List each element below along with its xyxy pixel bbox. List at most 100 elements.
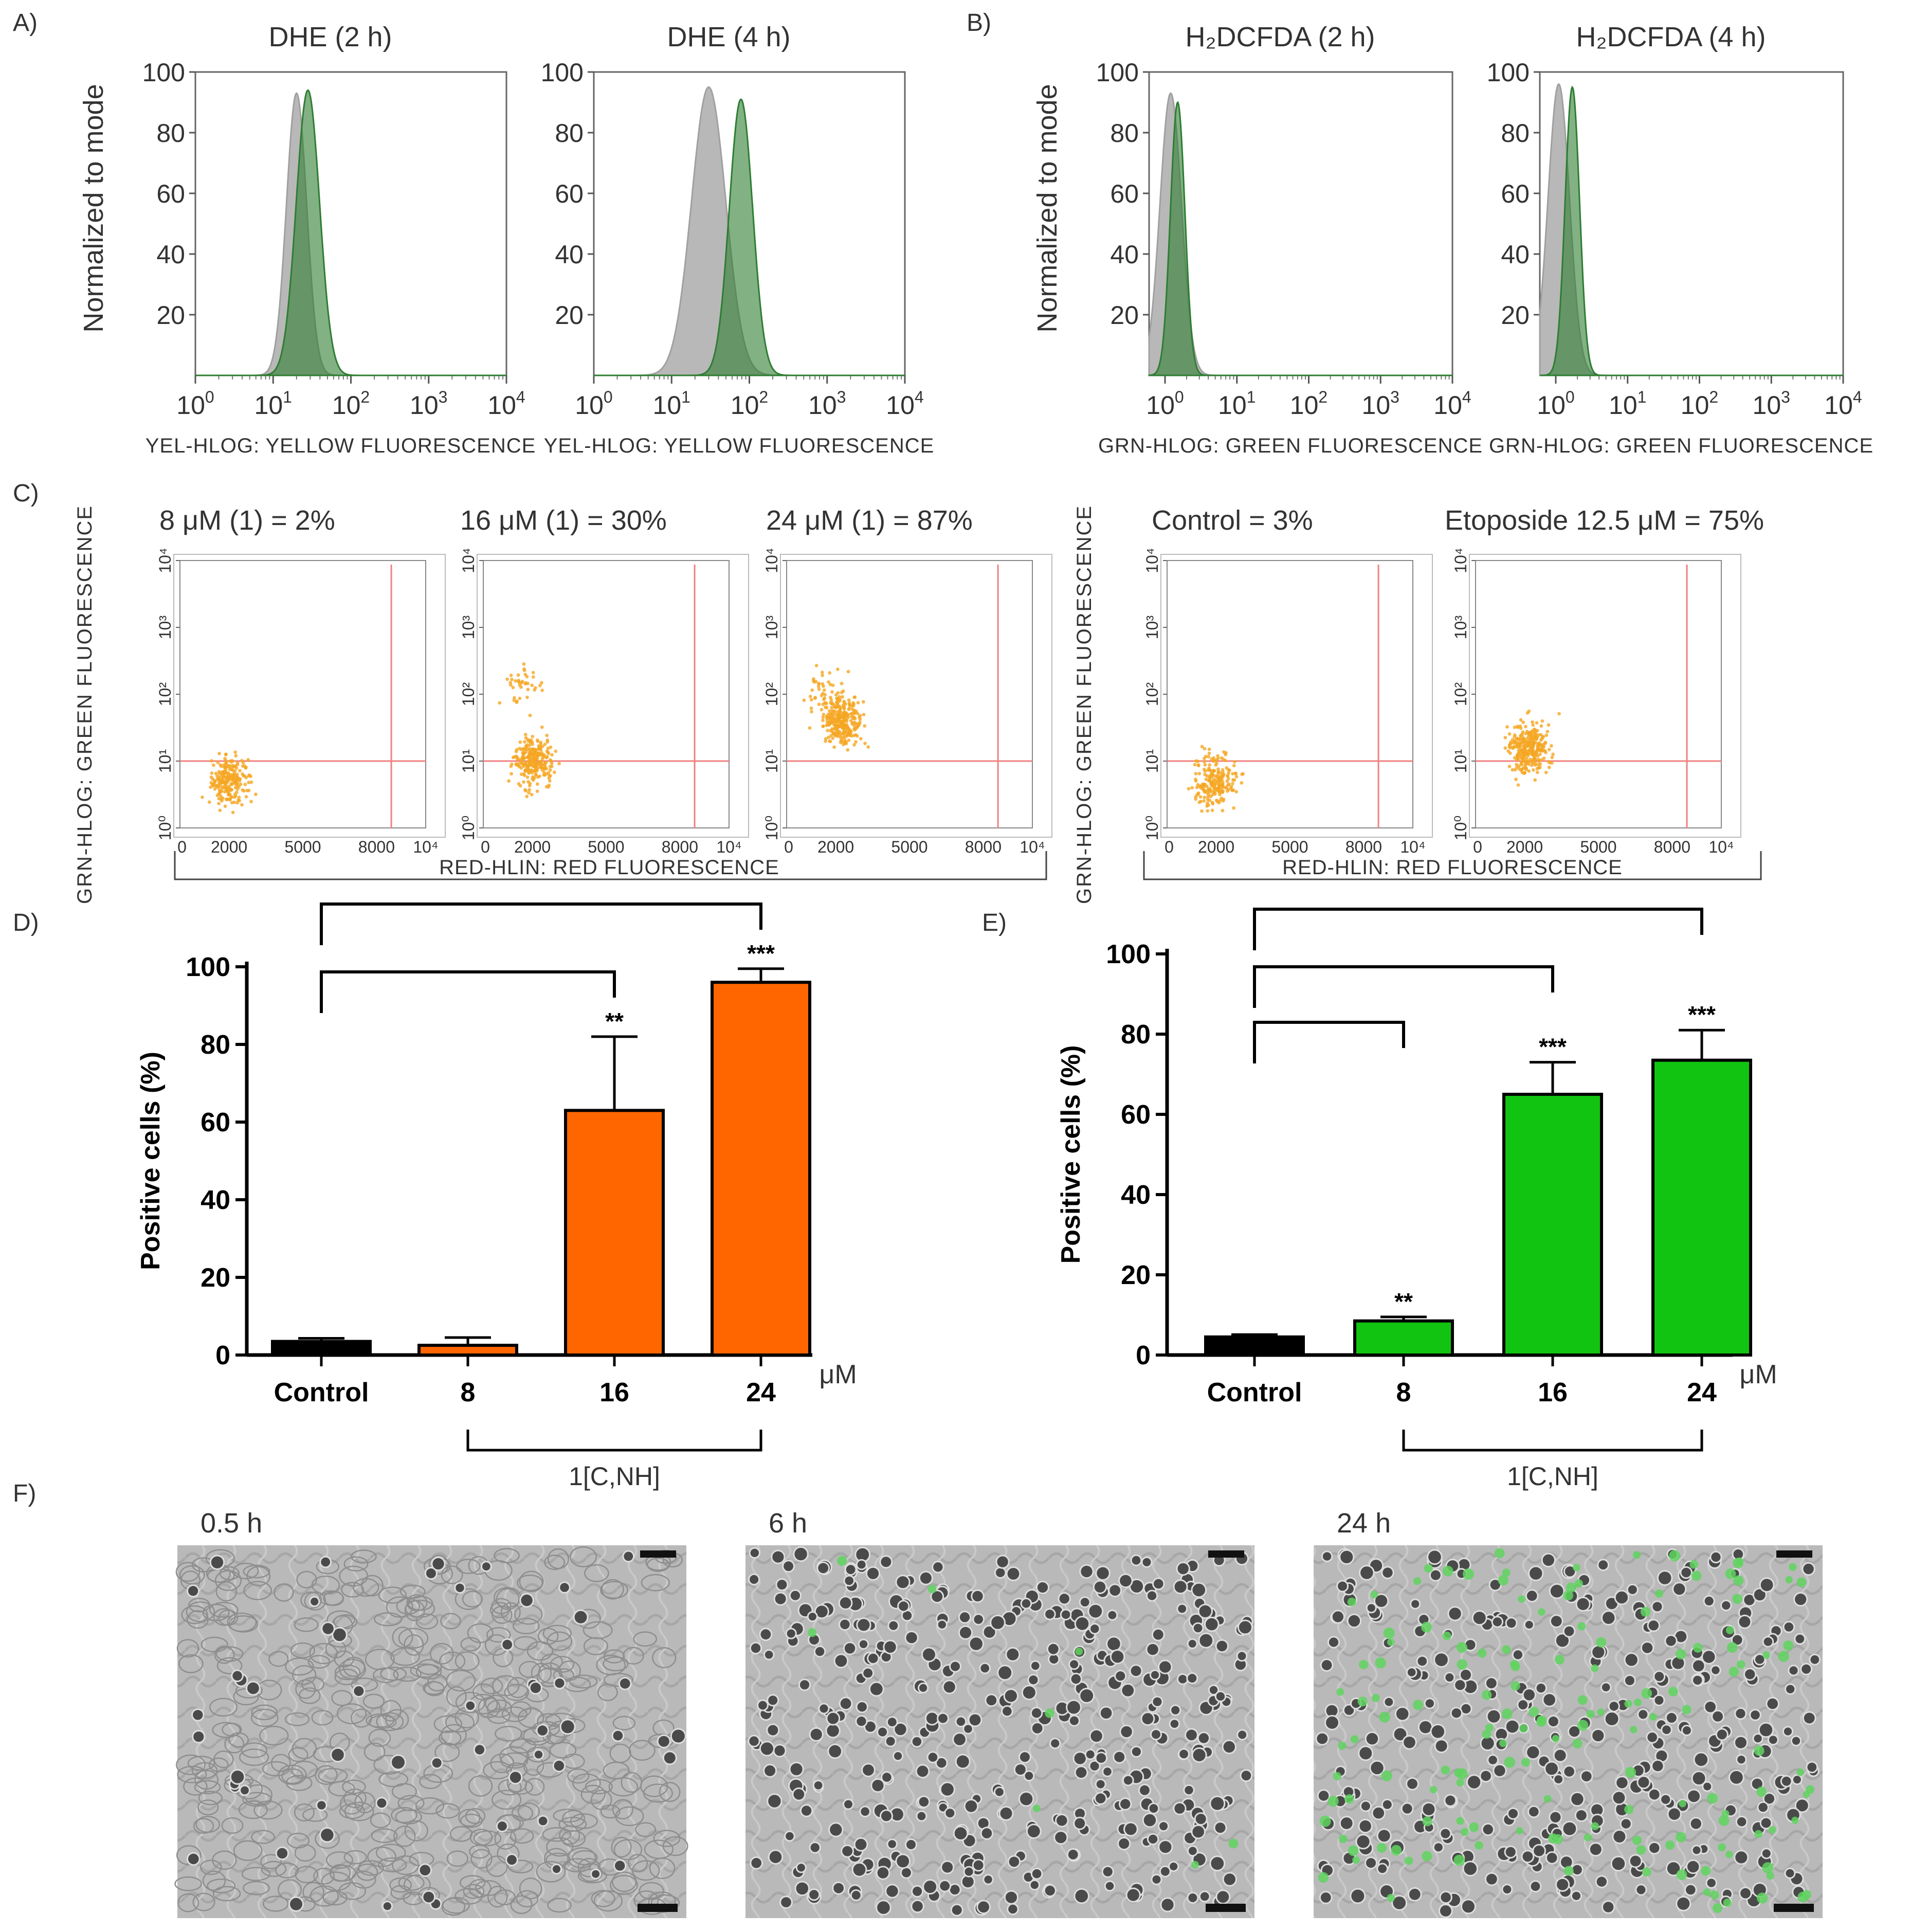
event-dot [821, 715, 825, 719]
round-cell [1355, 1834, 1371, 1850]
round-cell [938, 1880, 952, 1892]
tick-base: 10 [1753, 391, 1781, 420]
event-dot [518, 740, 522, 744]
event-dot [1208, 779, 1211, 783]
round-cell [1439, 1827, 1452, 1840]
round-cell [1236, 1729, 1248, 1741]
round-cell [1611, 1790, 1627, 1805]
event-dot [1222, 750, 1226, 754]
round-cell [1790, 1735, 1802, 1747]
y-tick-label: 20 [1121, 1260, 1151, 1290]
round-cell [1703, 1595, 1715, 1607]
round-cell [1359, 1800, 1372, 1812]
fluorescent-cell [1477, 1648, 1487, 1658]
round-cell [784, 1830, 795, 1842]
y-tick-label: 10³ [1451, 616, 1470, 640]
round-cell [1336, 1580, 1349, 1593]
fluorescent-cell [1538, 1608, 1545, 1616]
event-dot [225, 762, 228, 765]
round-cell [1158, 1659, 1173, 1674]
flat-cell [199, 1859, 222, 1875]
fluorescent-cell [1796, 1768, 1804, 1776]
event-dot [514, 754, 518, 759]
event-dot [544, 767, 549, 771]
event-dot [233, 786, 238, 789]
event-dot [231, 774, 235, 778]
event-dot [832, 745, 836, 749]
event-dot [1530, 729, 1534, 733]
round-cell [1574, 1809, 1588, 1822]
round-cell [1736, 1754, 1747, 1765]
event-dot [1506, 749, 1511, 753]
fluorescent-cell [1756, 1892, 1768, 1904]
flat-cell [393, 1826, 416, 1847]
event-dot [549, 774, 552, 778]
round-cell [1108, 1583, 1122, 1598]
event-dot [1234, 790, 1239, 793]
round-cell [1547, 1715, 1560, 1728]
round-cell [1760, 1848, 1772, 1859]
event-dot [246, 758, 250, 762]
round-cell [1525, 1744, 1541, 1760]
round-cell [1648, 1787, 1661, 1801]
fluorescent-cell [1441, 1765, 1450, 1775]
fluorescent-cell [1377, 1843, 1387, 1853]
event-dot [858, 714, 862, 718]
fluorescent-cell [1574, 1579, 1583, 1588]
flat-cell [219, 1566, 240, 1581]
flat-cell [246, 1566, 271, 1586]
scale-bar-top [1208, 1550, 1244, 1558]
event-dot [510, 772, 513, 776]
round-cell [1782, 1726, 1794, 1737]
event-dot [528, 713, 532, 717]
event-dot [1533, 736, 1537, 739]
event-dot [1222, 798, 1226, 801]
round-cell [1213, 1821, 1227, 1835]
event-dot [1203, 772, 1207, 777]
event-dot [830, 690, 834, 694]
round-cell [921, 1647, 937, 1663]
event-dot [1206, 809, 1210, 813]
fluorescent-cell [1713, 1903, 1723, 1913]
round-cell [1177, 1673, 1189, 1685]
tick-exponent: 0 [205, 388, 214, 406]
round-cell [1737, 1614, 1752, 1629]
round-cell [288, 1896, 304, 1912]
round-cell [481, 1561, 492, 1573]
y-tick-label: 10³ [459, 616, 478, 640]
fluorescent-cell [1718, 1815, 1730, 1826]
flat-cell [391, 1783, 417, 1800]
fluorescent-cell [1577, 1695, 1588, 1705]
flat-cell [611, 1836, 632, 1858]
round-cell [1517, 1699, 1530, 1711]
round-cell [1187, 1892, 1199, 1904]
event-dot [824, 737, 828, 741]
round-cell [501, 1638, 514, 1651]
flat-cell [212, 1886, 241, 1902]
round-cell [187, 1584, 200, 1598]
flat-cell [197, 1799, 219, 1816]
round-cell [1681, 1725, 1693, 1736]
round-cell [1145, 1642, 1160, 1657]
round-cell [1501, 1884, 1513, 1895]
flat-cell [572, 1773, 601, 1793]
round-cell [807, 1611, 818, 1622]
round-cell [1185, 1728, 1198, 1742]
round-cell [662, 1750, 677, 1765]
round-cell [1084, 1748, 1096, 1760]
round-cell [1471, 1610, 1487, 1626]
event-dot [1542, 745, 1546, 749]
tick-base: 10 [1681, 391, 1709, 420]
event-dot [540, 725, 544, 729]
event-dot [234, 754, 238, 758]
round-cell [766, 1723, 780, 1737]
flat-cell [439, 1651, 466, 1671]
fluorescent-cell [1665, 1840, 1675, 1850]
round-cell [1089, 1728, 1104, 1744]
event-dot [531, 675, 535, 679]
round-cell [1158, 1839, 1173, 1855]
fluorescent-cell [1463, 1568, 1475, 1580]
flat-cell [307, 1655, 331, 1669]
round-cell [1462, 1861, 1479, 1876]
